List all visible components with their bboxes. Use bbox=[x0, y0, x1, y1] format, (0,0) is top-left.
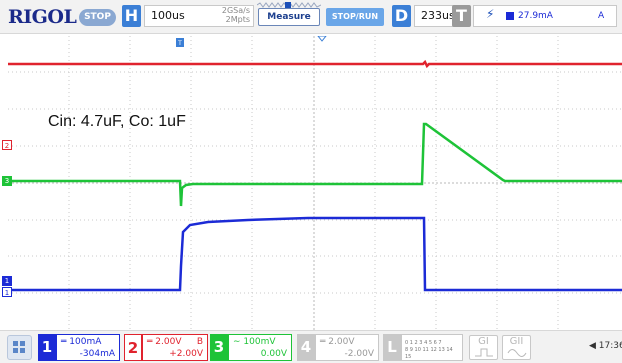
trigger-field[interactable]: ⚡ 27.9mA A bbox=[473, 5, 617, 27]
dc-coupling-icon: ═ bbox=[320, 337, 326, 347]
generator-2-button[interactable]: GII bbox=[502, 335, 531, 360]
apps-grid-icon bbox=[13, 341, 25, 353]
generator-1-button[interactable]: GI bbox=[469, 335, 498, 360]
ch3-number: 3 bbox=[210, 334, 228, 361]
ch2-settings[interactable]: 2 ═ 2.00V B +2.00V bbox=[124, 334, 208, 361]
ch4-scale: 2.00V bbox=[328, 337, 355, 347]
ch2-scale: 2.00V bbox=[155, 337, 182, 347]
logic-letter: L bbox=[383, 334, 401, 361]
pulse-icon bbox=[474, 348, 493, 357]
logic-bits-row2: 8 9 10 11 12 13 14 15 bbox=[405, 347, 453, 360]
brand-logo: RIGOL bbox=[8, 6, 77, 28]
logic-bits-row1: 0 1 2 3 4 5 6 7 bbox=[405, 340, 442, 346]
svg-text:T: T bbox=[177, 40, 182, 47]
waveform-display[interactable]: T Cin: 4.7uF, Co: 1uF bbox=[8, 36, 622, 330]
annotation-text: Cin: 4.7uF, Co: 1uF bbox=[48, 113, 186, 130]
delay-position-marker[interactable] bbox=[317, 36, 327, 42]
logic-analyzer-settings[interactable]: L 0 1 2 3 4 5 6 7 8 9 10 11 12 13 14 15 bbox=[383, 334, 463, 361]
trigger-mode: A bbox=[598, 11, 605, 21]
run-state-badge[interactable]: STOP bbox=[79, 9, 116, 26]
ch2-waveform bbox=[8, 59, 622, 69]
ch1-scale: 100mA bbox=[69, 337, 102, 347]
trigger-source-indicator bbox=[506, 12, 514, 20]
ch3-waveform bbox=[8, 122, 622, 207]
ch2-bandwidth-limit: B bbox=[196, 337, 203, 347]
clock-time: 17:36 bbox=[598, 341, 622, 351]
ch3-settings[interactable]: 3 ∼ 100mV 0.00V bbox=[210, 334, 292, 361]
dc-coupling-icon: ═ bbox=[147, 337, 153, 347]
top-status-bar: RIGOL STOP H 100us 2GSa/s 2Mpts Measure … bbox=[0, 0, 622, 34]
rising-edge-icon: ⚡ bbox=[486, 7, 495, 21]
home-button[interactable] bbox=[7, 335, 32, 360]
timebase-value: 100us bbox=[151, 9, 185, 22]
timebase-field[interactable]: 100us bbox=[144, 5, 254, 27]
ch1-info: ═ 100mA -304mA bbox=[56, 334, 120, 361]
ch3-level-marker[interactable]: 3 bbox=[2, 176, 12, 186]
delay-value: 233us bbox=[421, 9, 455, 22]
sample-rate: 2GSa/s bbox=[221, 6, 250, 15]
speaker-icon[interactable]: ◀︎︎ bbox=[589, 341, 596, 351]
trigger-level: 27.9mA bbox=[518, 11, 553, 21]
ch1-level-marker[interactable]: 1 bbox=[2, 276, 12, 286]
sine-icon bbox=[507, 349, 526, 357]
memory-depth: 2Mpts bbox=[225, 15, 250, 24]
trigger-menu-button[interactable]: T bbox=[452, 5, 471, 27]
ch4-offset: -2.00V bbox=[344, 349, 374, 359]
ch1-settings[interactable]: 1 ═ 100mA -304mA bbox=[38, 334, 120, 361]
ch2-number: 2 bbox=[124, 334, 142, 361]
logic-channels: 0 1 2 3 4 5 6 7 8 9 10 11 12 13 14 15 bbox=[401, 334, 463, 361]
ch3-scale: 100mV bbox=[243, 337, 276, 347]
ch1-waveform bbox=[8, 216, 622, 292]
dc-coupling-icon: ═ bbox=[61, 337, 67, 347]
trigger-position-marker[interactable]: T bbox=[176, 38, 184, 47]
generator-2-label: GII bbox=[509, 336, 524, 347]
ch4-info: ═ 2.00V -2.00V bbox=[315, 334, 379, 361]
ch2-offset: +2.00V bbox=[169, 349, 203, 359]
ch2-level-marker[interactable]: 2 bbox=[2, 140, 12, 150]
horizontal-menu-button[interactable]: H bbox=[122, 5, 141, 27]
sample-info: 2GSa/s 2Mpts bbox=[206, 6, 250, 24]
measure-button[interactable]: Measure bbox=[258, 8, 320, 26]
channel-status-bar: 1 ═ 100mA -304mA 2 ═ 2.00V B +2.00V 3 ∼ … bbox=[0, 330, 622, 363]
ch3-info: ∼ 100mV 0.00V bbox=[228, 334, 292, 361]
ch1-offset-marker[interactable]: 1 bbox=[2, 287, 12, 297]
ch4-settings[interactable]: 4 ═ 2.00V -2.00V bbox=[297, 334, 379, 361]
ch3-offset: 0.00V bbox=[260, 349, 287, 359]
ch4-number: 4 bbox=[297, 334, 315, 361]
status-time-area: ◀︎︎ 17:36 bbox=[589, 341, 622, 351]
ac-coupling-icon: ∼ bbox=[233, 337, 241, 347]
memory-position-icon bbox=[257, 2, 321, 8]
ch2-info: ═ 2.00V B +2.00V bbox=[142, 334, 208, 361]
ch1-number: 1 bbox=[38, 334, 56, 361]
generator-1-label: GI bbox=[478, 336, 489, 347]
stop-run-button[interactable]: STOP/RUN bbox=[326, 8, 384, 26]
delay-menu-button[interactable]: D bbox=[392, 5, 411, 27]
ch1-offset: -304mA bbox=[79, 349, 115, 359]
